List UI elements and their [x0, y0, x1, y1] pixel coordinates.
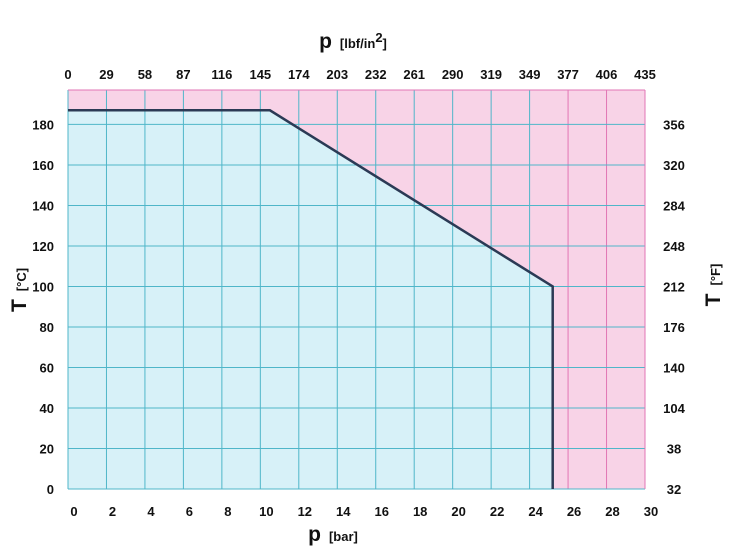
y-tick-label: 40: [40, 401, 54, 416]
x-tick-label: 10: [259, 504, 273, 519]
x2-tick-label: 203: [326, 67, 348, 82]
y2-tick-label: 248: [663, 239, 685, 254]
x2-tick-label: 319: [480, 67, 502, 82]
chart-background: [68, 90, 645, 490]
y-tick-label: 0: [47, 482, 54, 497]
x2-tick-label: 349: [519, 67, 541, 82]
x-tick-label: 4: [147, 504, 155, 519]
x-tick-label: 28: [605, 504, 619, 519]
y-tick-label: 180: [32, 117, 54, 132]
x-tick-label: 14: [336, 504, 351, 519]
x2-tick-label: 377: [557, 67, 579, 82]
y2-tick-label: 140: [663, 360, 685, 375]
y-tick-label: 160: [32, 158, 54, 173]
x-tick-label: 6: [186, 504, 193, 519]
x-tick-label: 2: [109, 504, 116, 519]
x-tick-label: 24: [528, 504, 543, 519]
y2-tick-label: 38: [667, 441, 681, 456]
x-tick-label: 22: [490, 504, 504, 519]
y2-tick-label: 284: [663, 198, 685, 213]
x-tick-label: 0: [70, 504, 77, 519]
x2-tick-label: 0: [64, 67, 71, 82]
x2-tick-label: 435: [634, 67, 656, 82]
x2-tick-label: 29: [99, 67, 113, 82]
x-tick-label: 18: [413, 504, 427, 519]
y2-tick-label: 320: [663, 158, 685, 173]
y2-tick-label: 32: [667, 482, 681, 497]
y-tick-label: 120: [32, 239, 54, 254]
x2-tick-label: 174: [288, 67, 310, 82]
y-tick-label: 140: [32, 198, 54, 213]
y-axis-title: T[°C]: [8, 268, 31, 312]
y-tick-label: 80: [40, 320, 54, 335]
x2-tick-label: 145: [249, 67, 271, 82]
x2-axis-title: p [lbf/in2]: [319, 30, 387, 53]
y-tick-label: 100: [32, 279, 54, 294]
chart-series: [68, 109, 554, 489]
y2-tick-label: 356: [663, 117, 685, 132]
x2-tick-label: 261: [403, 67, 425, 82]
x-tick-label: 30: [644, 504, 658, 519]
x2-tick-label: 87: [176, 67, 190, 82]
x-axis-title: p [bar]: [308, 523, 358, 546]
chart-tick-labels: 0 2 4 6 8 10 12 14 16 18 20 22 24 26 28 300 29 58 87 116 145…: [32, 67, 685, 519]
y2-axis-title: T[°F]: [702, 264, 725, 307]
x-tick-label: 8: [224, 504, 231, 519]
x2-tick-label: 290: [442, 67, 464, 82]
y2-tick-label: 212: [663, 279, 685, 294]
x2-tick-label: 406: [596, 67, 618, 82]
x2-tick-label: 58: [138, 67, 152, 82]
y-tick-label: 20: [40, 441, 54, 456]
x2-tick-label: 232: [365, 67, 387, 82]
x-tick-label: 16: [374, 504, 388, 519]
y-tick-label: 60: [40, 360, 54, 375]
y2-tick-label: 104: [663, 401, 685, 416]
x-tick-label: 26: [567, 504, 581, 519]
pressure-temperature-limit-line: [68, 109, 554, 489]
x2-tick-label: 116: [211, 67, 232, 82]
y2-tick-label: 176: [663, 320, 685, 335]
x-tick-label: 12: [298, 504, 312, 519]
x-tick-label: 20: [451, 504, 465, 519]
